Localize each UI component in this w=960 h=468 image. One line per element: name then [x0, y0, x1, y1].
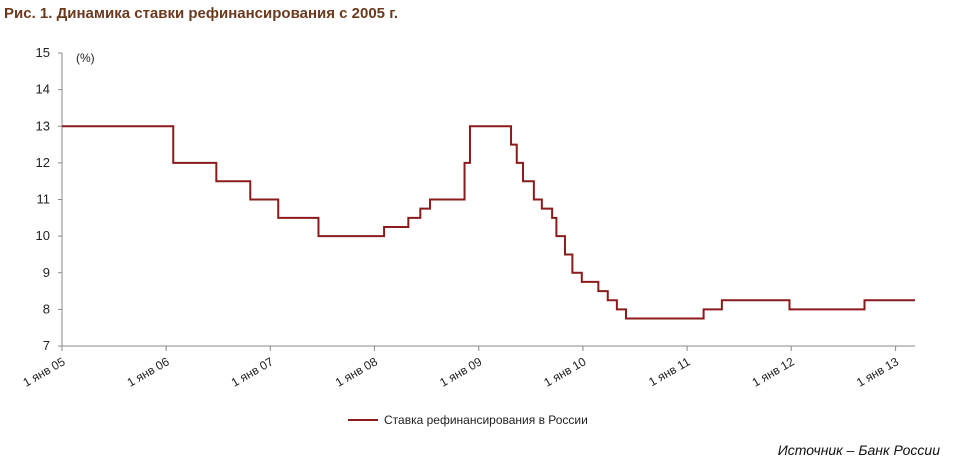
x-tick-label: 1 янв 07 [229, 354, 276, 389]
y-unit-label: (%) [76, 51, 95, 65]
y-tick-label: 10 [36, 228, 50, 243]
legend-label: Ставка рефинансирования в России [384, 413, 588, 427]
x-tick-label: 1 янв 12 [750, 354, 797, 389]
y-tick-label: 7 [43, 338, 50, 353]
x-tick-label: 1 янв 11 [646, 354, 693, 389]
x-tick-label: 1 янв 08 [333, 354, 380, 389]
y-tick-label: 8 [43, 301, 50, 316]
y-tick-label: 9 [43, 265, 50, 280]
x-tick-label: 1 янв 10 [541, 354, 588, 389]
y-tick-label: 11 [37, 192, 51, 207]
x-tick-label: 1 янв 06 [125, 354, 172, 389]
x-tick-label: 1 янв 05 [20, 354, 67, 389]
y-tick-label: 14 [36, 82, 50, 97]
y-tick-label: 13 [36, 118, 50, 133]
chart-title: Рис. 1. Динамика ставки рефинансирования… [4, 5, 398, 22]
y-tick-label: 15 [36, 45, 50, 60]
data-line [62, 125, 915, 320]
x-tick-label: 1 янв 13 [854, 354, 901, 389]
y-tick-label: 12 [36, 155, 50, 170]
x-tick-label: 1 янв 09 [437, 354, 484, 389]
source-note: Источник – Банк России [778, 442, 940, 458]
